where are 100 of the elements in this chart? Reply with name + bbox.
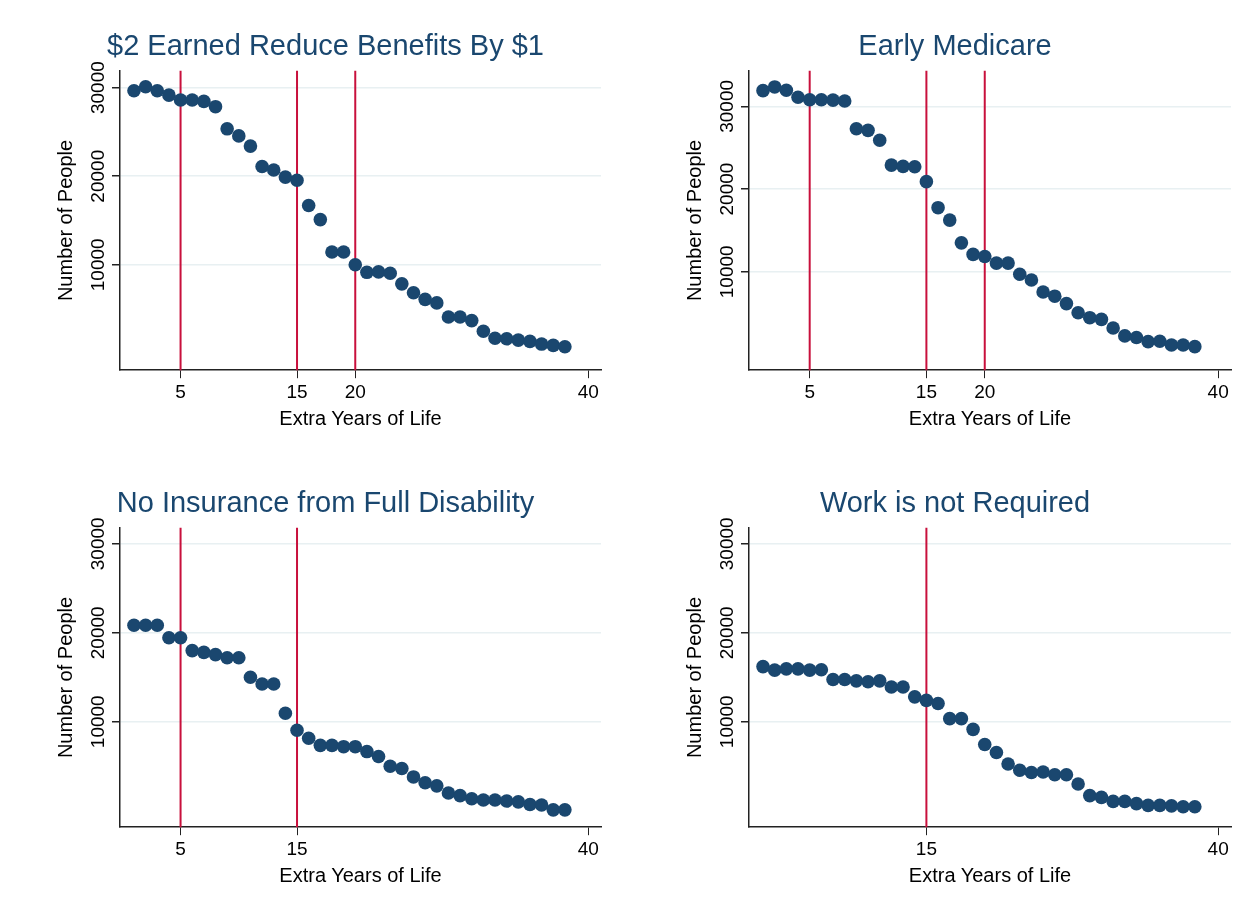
x-axis-title: Extra Years of Life — [279, 406, 442, 429]
point — [534, 798, 549, 812]
point — [406, 770, 421, 784]
point — [336, 245, 351, 259]
point — [453, 788, 467, 803]
point — [546, 338, 561, 353]
point — [371, 265, 386, 279]
point — [814, 92, 829, 107]
point — [523, 797, 537, 812]
point — [499, 331, 514, 346]
point — [942, 711, 957, 726]
point — [185, 93, 200, 107]
point — [301, 198, 316, 213]
point — [1036, 765, 1050, 779]
point — [360, 265, 374, 280]
point — [150, 83, 165, 98]
point — [884, 680, 899, 694]
point — [954, 236, 969, 250]
y-tick-label: 30000 — [86, 517, 108, 571]
point — [861, 674, 875, 689]
point — [546, 803, 561, 817]
chart-title: No Insurance from Full Disability — [116, 486, 535, 519]
point — [989, 256, 1004, 270]
point — [931, 200, 945, 215]
y-tick-label: 20000 — [715, 162, 737, 216]
point — [1188, 339, 1202, 354]
point — [336, 739, 351, 754]
point — [488, 793, 502, 807]
x-tick-label: 5 — [804, 380, 815, 402]
point — [826, 93, 840, 107]
y-tick-label: 20000 — [715, 606, 737, 660]
point — [429, 296, 444, 310]
y-axis-title: Number of People — [682, 139, 705, 302]
point — [1176, 799, 1190, 814]
point — [884, 158, 899, 172]
point — [290, 723, 304, 738]
x-tick-label: 40 — [577, 380, 599, 402]
point — [907, 159, 922, 174]
point — [255, 677, 269, 691]
point — [872, 674, 887, 688]
x-tick-label: 20 — [344, 380, 366, 402]
point — [220, 122, 234, 136]
point — [779, 83, 794, 98]
y-tick-label: 20000 — [86, 149, 108, 203]
x-tick-label: 15 — [286, 380, 308, 402]
point — [1012, 763, 1027, 778]
point — [488, 331, 502, 346]
point — [966, 722, 980, 737]
point — [511, 333, 526, 347]
point — [162, 88, 176, 102]
point — [872, 133, 887, 148]
x-tick-label: 5 — [175, 380, 186, 402]
point — [197, 645, 211, 660]
point — [1153, 798, 1167, 813]
point — [1082, 310, 1097, 325]
point — [173, 93, 188, 107]
point — [464, 313, 479, 328]
point — [208, 99, 223, 114]
point — [162, 630, 176, 645]
point — [558, 339, 572, 354]
point — [523, 334, 537, 349]
point — [826, 672, 840, 687]
point — [266, 677, 281, 691]
x-tick-label: 20 — [974, 380, 996, 402]
point — [907, 690, 922, 704]
point — [243, 670, 258, 685]
point — [348, 257, 363, 272]
point — [383, 266, 397, 281]
point — [313, 212, 328, 227]
point — [756, 659, 770, 674]
point — [977, 737, 992, 752]
y-tick-label: 30000 — [715, 517, 737, 571]
point — [208, 647, 223, 662]
y-tick-label: 30000 — [715, 79, 737, 133]
point — [418, 775, 432, 790]
point — [278, 706, 293, 721]
point — [185, 643, 200, 658]
point — [441, 786, 456, 800]
point — [301, 731, 316, 746]
point — [837, 672, 852, 687]
point — [1071, 305, 1085, 320]
point — [231, 650, 246, 665]
point — [1047, 289, 1062, 303]
point — [231, 129, 246, 143]
x-tick-label: 5 — [175, 837, 186, 859]
point — [791, 662, 805, 676]
point — [779, 662, 794, 676]
point — [371, 749, 386, 764]
point — [756, 83, 770, 98]
point — [802, 92, 817, 107]
point — [383, 759, 397, 774]
point — [989, 745, 1004, 760]
point — [942, 213, 957, 227]
point — [127, 618, 141, 633]
point — [1059, 296, 1074, 311]
point — [1164, 799, 1179, 813]
y-axis-title: Number of People — [53, 596, 76, 759]
point — [966, 247, 980, 262]
point — [313, 738, 328, 753]
point — [954, 711, 969, 726]
